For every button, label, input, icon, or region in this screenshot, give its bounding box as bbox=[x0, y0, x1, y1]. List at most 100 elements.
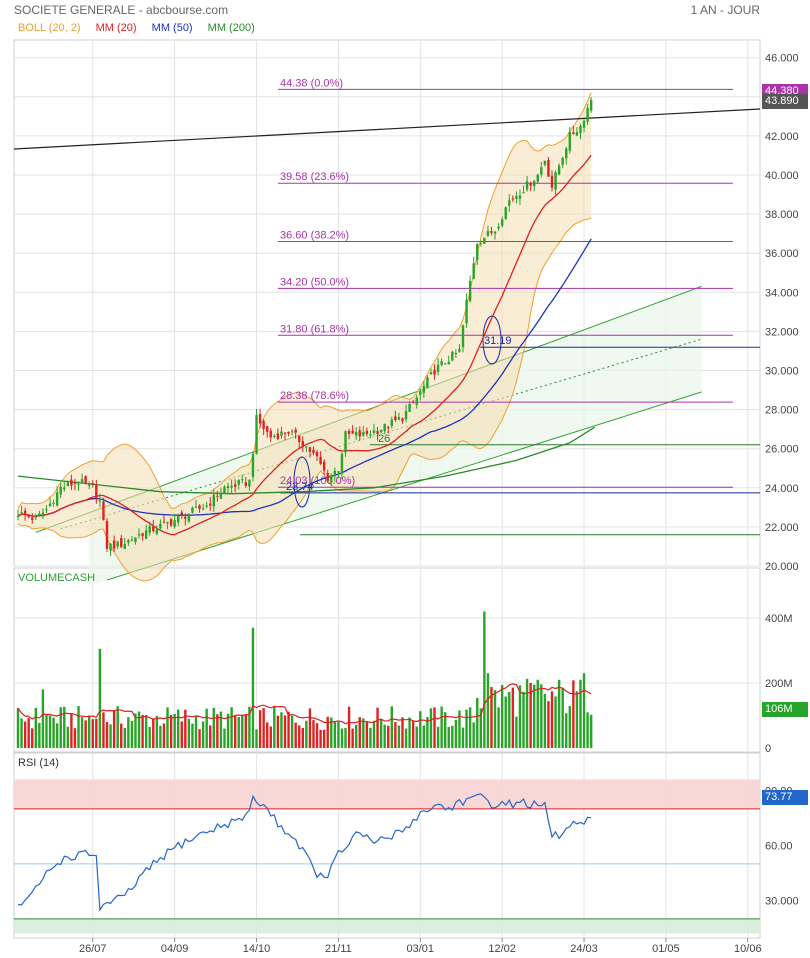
volume-bar bbox=[255, 729, 258, 748]
candle-body bbox=[98, 500, 102, 502]
volume-bar bbox=[408, 717, 411, 748]
candle-body bbox=[112, 540, 116, 549]
fibonacci-label: 34.20 (50.0%) bbox=[280, 276, 349, 288]
candle-body bbox=[465, 299, 468, 324]
volume-bar bbox=[461, 727, 465, 748]
volume-bar bbox=[322, 729, 326, 748]
volume-bar bbox=[84, 720, 87, 748]
volume-bar bbox=[504, 696, 507, 748]
candle-body bbox=[216, 495, 219, 497]
volume-bar bbox=[383, 724, 386, 748]
candle-body bbox=[426, 377, 429, 389]
volume-bar bbox=[95, 718, 98, 748]
x-tick-label: 26/07 bbox=[79, 943, 107, 955]
candle-body bbox=[529, 183, 532, 186]
volume-bar bbox=[184, 709, 187, 748]
price-y-tick-label: 24.000 bbox=[765, 483, 799, 495]
price-y-tick-label: 34.000 bbox=[765, 287, 799, 299]
price-y-tick-label: 28.000 bbox=[765, 405, 799, 417]
volume-bar bbox=[34, 707, 37, 748]
volume-bar bbox=[298, 725, 301, 748]
x-tick-label: 14/10 bbox=[243, 943, 271, 955]
candle-body bbox=[390, 419, 393, 426]
volume-bar bbox=[77, 706, 80, 748]
candle-body bbox=[244, 482, 248, 486]
volume-bar bbox=[38, 722, 41, 748]
price-annotation: 26 bbox=[378, 433, 390, 445]
volume-bar bbox=[344, 727, 347, 748]
legend-mm20[interactable]: MM (20) bbox=[95, 22, 137, 34]
candle-body bbox=[458, 348, 461, 352]
volume-bar bbox=[194, 715, 198, 748]
candle-body bbox=[109, 543, 112, 551]
volume-bar bbox=[177, 709, 180, 748]
volume-bar bbox=[433, 707, 436, 748]
candle-body bbox=[55, 492, 59, 506]
candle-body bbox=[589, 100, 593, 111]
volume-last-tag: 106M bbox=[762, 702, 808, 717]
candle-body bbox=[205, 505, 208, 507]
legend-boll[interactable]: BOLL (20, 2) bbox=[18, 22, 81, 34]
volume-bar bbox=[582, 673, 586, 748]
candle-body bbox=[383, 423, 386, 432]
candle-body bbox=[237, 480, 240, 485]
volume-bar bbox=[88, 715, 91, 748]
x-tick-label: 03/01 bbox=[407, 943, 435, 955]
candle-body bbox=[387, 426, 390, 428]
candle-body bbox=[162, 521, 166, 523]
volume-bar bbox=[401, 717, 404, 748]
volume-bar bbox=[258, 710, 262, 748]
candle-body bbox=[333, 470, 337, 476]
candle-body bbox=[80, 479, 84, 483]
candle-body bbox=[326, 473, 329, 482]
candle-body bbox=[319, 456, 322, 464]
volume-bar bbox=[525, 678, 529, 748]
volume-bar bbox=[290, 715, 294, 748]
candle-body bbox=[490, 231, 493, 233]
fibonacci-label: 31.80 (61.8%) bbox=[280, 323, 349, 335]
candle-body bbox=[486, 230, 490, 236]
candle-body bbox=[201, 508, 205, 510]
volume-bar bbox=[500, 685, 504, 748]
candle-body bbox=[248, 480, 251, 487]
candle-body bbox=[159, 523, 162, 529]
volume-bar bbox=[419, 711, 422, 748]
volume-bar bbox=[451, 725, 454, 748]
x-tick-label: 10/06 bbox=[734, 943, 762, 955]
volume-bar bbox=[522, 691, 525, 748]
candle-body bbox=[116, 541, 119, 547]
candle-body bbox=[127, 540, 130, 543]
legend-mm200[interactable]: MM (200) bbox=[207, 22, 255, 34]
volume-bar bbox=[251, 627, 255, 748]
volume-bar bbox=[70, 713, 73, 748]
volume-bar bbox=[319, 729, 322, 748]
volume-bar bbox=[568, 705, 571, 748]
rsi-last-tag: 73.77 bbox=[762, 790, 808, 805]
period-label[interactable]: 1 AN - JOUR bbox=[690, 3, 760, 17]
volume-bar bbox=[561, 687, 564, 748]
volume-bar bbox=[404, 728, 408, 748]
rsi-oversold-zone bbox=[14, 918, 760, 934]
candle-body bbox=[411, 401, 415, 403]
candle-body bbox=[16, 516, 20, 518]
volume-bar bbox=[23, 721, 27, 748]
candle-body bbox=[447, 361, 450, 365]
volume-bar bbox=[575, 691, 579, 748]
candle-body bbox=[258, 413, 262, 424]
candle-body bbox=[88, 483, 91, 486]
candle-body bbox=[273, 436, 276, 438]
volume-bar bbox=[476, 697, 479, 748]
last-price-tag: 43.890 bbox=[762, 94, 808, 109]
candle-body bbox=[84, 476, 87, 484]
candle-body bbox=[152, 526, 155, 532]
candle-body bbox=[287, 431, 290, 434]
candle-body bbox=[533, 180, 536, 187]
volume-bar bbox=[483, 611, 486, 748]
legend-mm50[interactable]: MM (50) bbox=[151, 22, 193, 34]
volume-bar bbox=[472, 722, 475, 748]
volume-bar bbox=[333, 721, 337, 748]
candle-body bbox=[290, 431, 294, 433]
chart-title: SOCIETE GENERALE - abcbourse.com bbox=[14, 3, 229, 17]
candle-body bbox=[572, 132, 575, 135]
volume-bar bbox=[372, 720, 376, 748]
